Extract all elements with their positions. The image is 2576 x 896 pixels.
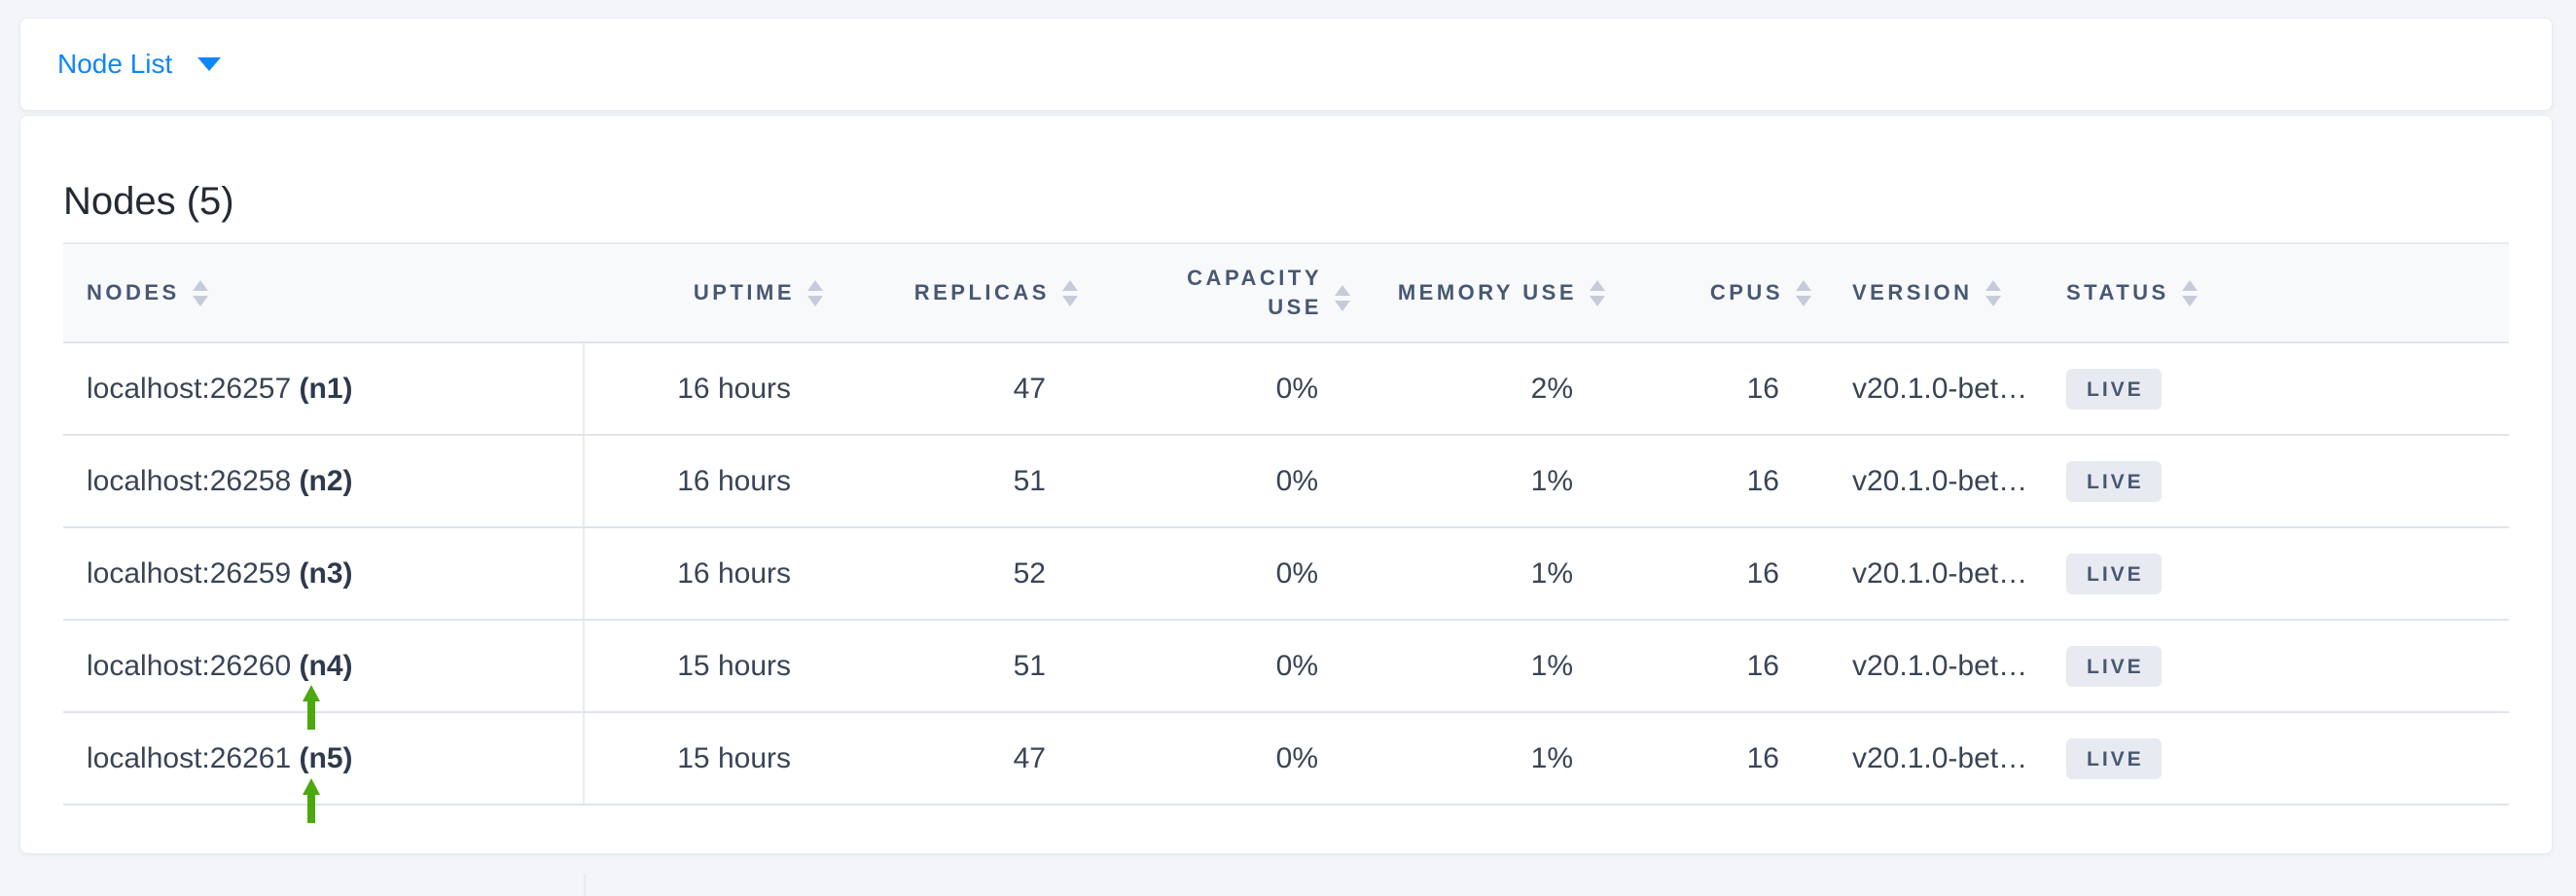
cpus-cell: 16 bbox=[1605, 435, 1811, 528]
view-selector-label: Node List bbox=[57, 49, 173, 79]
node-id: (n2) bbox=[299, 464, 353, 497]
memory-use-cell: 1% bbox=[1350, 620, 1605, 713]
table-row[interactable]: localhost:26260 (n4) 15 hours 51 0% 1% 1… bbox=[63, 620, 2509, 713]
green-arrow-annotation-n4 bbox=[303, 685, 320, 730]
node-id: (n4) bbox=[299, 649, 353, 682]
node-id: (n5) bbox=[299, 741, 353, 774]
replicas-cell: 47 bbox=[823, 342, 1078, 436]
uptime-cell: 16 hours bbox=[584, 435, 823, 528]
node-list-table: NODES UPTIME REPLICAS bbox=[63, 242, 2509, 806]
sort-icon bbox=[2181, 279, 2198, 306]
memory-use-cell: 1% bbox=[1350, 435, 1605, 528]
nodes-panel: Nodes (5) NODES UPTIME bbox=[19, 115, 2553, 896]
status-badge: LIVE bbox=[2066, 645, 2162, 687]
green-arrow-annotation-n5 bbox=[303, 778, 320, 823]
capacity-use-cell: 0% bbox=[1078, 527, 1350, 621]
uptime-cell: 15 hours bbox=[584, 620, 823, 713]
cpus-cell: 16 bbox=[1605, 342, 1811, 436]
sort-icon bbox=[192, 279, 208, 306]
column-divider bbox=[584, 874, 586, 896]
view-selector-dropdown[interactable]: Node List bbox=[57, 49, 222, 80]
version-cell: v20.1.0-bet… bbox=[1811, 342, 2050, 436]
memory-use-cell: 2% bbox=[1350, 342, 1605, 436]
capacity-use-cell: 0% bbox=[1078, 435, 1350, 528]
node-address[interactable]: localhost:26258 bbox=[87, 464, 292, 497]
status-badge: LIVE bbox=[2066, 460, 2162, 502]
node-address[interactable]: localhost:26257 bbox=[87, 372, 292, 405]
column-header-replicas[interactable]: REPLICAS bbox=[823, 242, 1078, 343]
uptime-cell: 16 hours bbox=[584, 342, 823, 436]
uptime-cell: 16 hours bbox=[584, 527, 823, 621]
column-header-memory-use[interactable]: MEMORY USE bbox=[1350, 242, 1605, 343]
node-address[interactable]: localhost:26261 bbox=[87, 741, 292, 774]
status-badge: LIVE bbox=[2066, 368, 2162, 410]
table-row[interactable]: localhost:26257 (n1) 16 hours 47 0% 2% 1… bbox=[63, 342, 2509, 436]
table-row[interactable]: localhost:26259 (n3) 16 hours 52 0% 1% 1… bbox=[63, 527, 2509, 621]
uptime-cell: 15 hours bbox=[584, 712, 823, 806]
table-body: localhost:26257 (n1) 16 hours 47 0% 2% 1… bbox=[63, 342, 2509, 806]
node-id: (n3) bbox=[299, 556, 353, 590]
version-cell: v20.1.0-bet… bbox=[1811, 620, 2050, 713]
view-selector-bar: Node List bbox=[19, 18, 2553, 111]
chevron-down-icon bbox=[197, 57, 222, 71]
version-cell: v20.1.0-bet… bbox=[1811, 712, 2050, 806]
sort-icon bbox=[1590, 279, 1605, 306]
replicas-cell: 51 bbox=[823, 435, 1078, 528]
node-address[interactable]: localhost:26259 bbox=[87, 556, 292, 590]
status-badge: LIVE bbox=[2066, 737, 2162, 779]
version-cell: v20.1.0-bet… bbox=[1811, 527, 2050, 621]
node-list-page: { "view_bar": { "selector_label": "Node … bbox=[19, 18, 2553, 896]
cpus-cell: 16 bbox=[1605, 620, 1811, 713]
capacity-use-cell: 0% bbox=[1078, 620, 1350, 713]
replicas-cell: 51 bbox=[823, 620, 1078, 713]
table-row[interactable]: localhost:26261 (n5) 15 hours 47 0% 1% 1… bbox=[63, 712, 2509, 806]
sort-icon bbox=[1796, 279, 1811, 306]
sort-icon bbox=[1335, 285, 1350, 311]
column-header-status[interactable]: STATUS bbox=[2050, 242, 2509, 343]
sort-icon bbox=[1062, 279, 1078, 306]
column-header-capacity-use[interactable]: CAPACITY USE bbox=[1078, 242, 1350, 343]
capacity-use-cell: 0% bbox=[1078, 342, 1350, 436]
memory-use-cell: 1% bbox=[1350, 712, 1605, 806]
node-id: (n1) bbox=[299, 372, 353, 405]
page-title: Nodes (5) bbox=[63, 180, 234, 223]
table-row[interactable]: localhost:26258 (n2) 16 hours 51 0% 1% 1… bbox=[63, 435, 2509, 528]
cpus-cell: 16 bbox=[1605, 527, 1811, 621]
memory-use-cell: 1% bbox=[1350, 527, 1605, 621]
node-address[interactable]: localhost:26260 bbox=[87, 649, 292, 682]
cpus-cell: 16 bbox=[1605, 712, 1811, 806]
capacity-use-cell: 0% bbox=[1078, 712, 1350, 806]
sort-icon bbox=[1985, 279, 2001, 306]
replicas-cell: 52 bbox=[823, 527, 1078, 621]
column-header-nodes[interactable]: NODES bbox=[63, 242, 584, 343]
column-header-cpus[interactable]: CPUS bbox=[1605, 242, 1811, 343]
status-badge: LIVE bbox=[2066, 553, 2162, 594]
sort-icon bbox=[807, 279, 823, 306]
version-cell: v20.1.0-bet… bbox=[1811, 435, 2050, 528]
column-header-uptime[interactable]: UPTIME bbox=[584, 242, 823, 343]
table-header-row: NODES UPTIME REPLICAS bbox=[63, 242, 2509, 343]
replicas-cell: 47 bbox=[823, 712, 1078, 806]
column-header-version[interactable]: VERSION bbox=[1811, 242, 2050, 343]
